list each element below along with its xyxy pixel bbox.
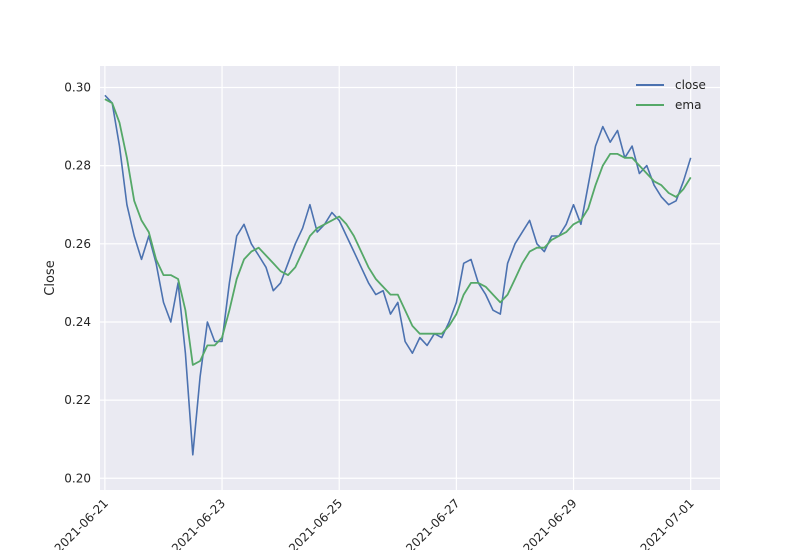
y-axis-ticks: 0.20 0.22 0.24 0.26 0.28 0.30 — [64, 80, 91, 485]
series-line-close — [104, 94, 692, 456]
y-tick-label: 0.28 — [64, 159, 91, 173]
plot-area — [100, 66, 720, 490]
y-tick-label: 0.30 — [64, 80, 91, 94]
y-tick-label: 0.22 — [64, 393, 91, 407]
y-tick-label: 0.20 — [64, 471, 91, 485]
y-axis-label: Close — [43, 260, 58, 295]
legend: close ema — [636, 78, 706, 112]
legend-label-ema: ema — [675, 98, 701, 112]
series-line-ema — [104, 98, 692, 366]
legend-label-close: close — [675, 78, 706, 92]
y-tick-label: 0.24 — [64, 315, 91, 329]
y-tick-label: 0.26 — [64, 237, 91, 251]
series-lines — [104, 94, 692, 456]
